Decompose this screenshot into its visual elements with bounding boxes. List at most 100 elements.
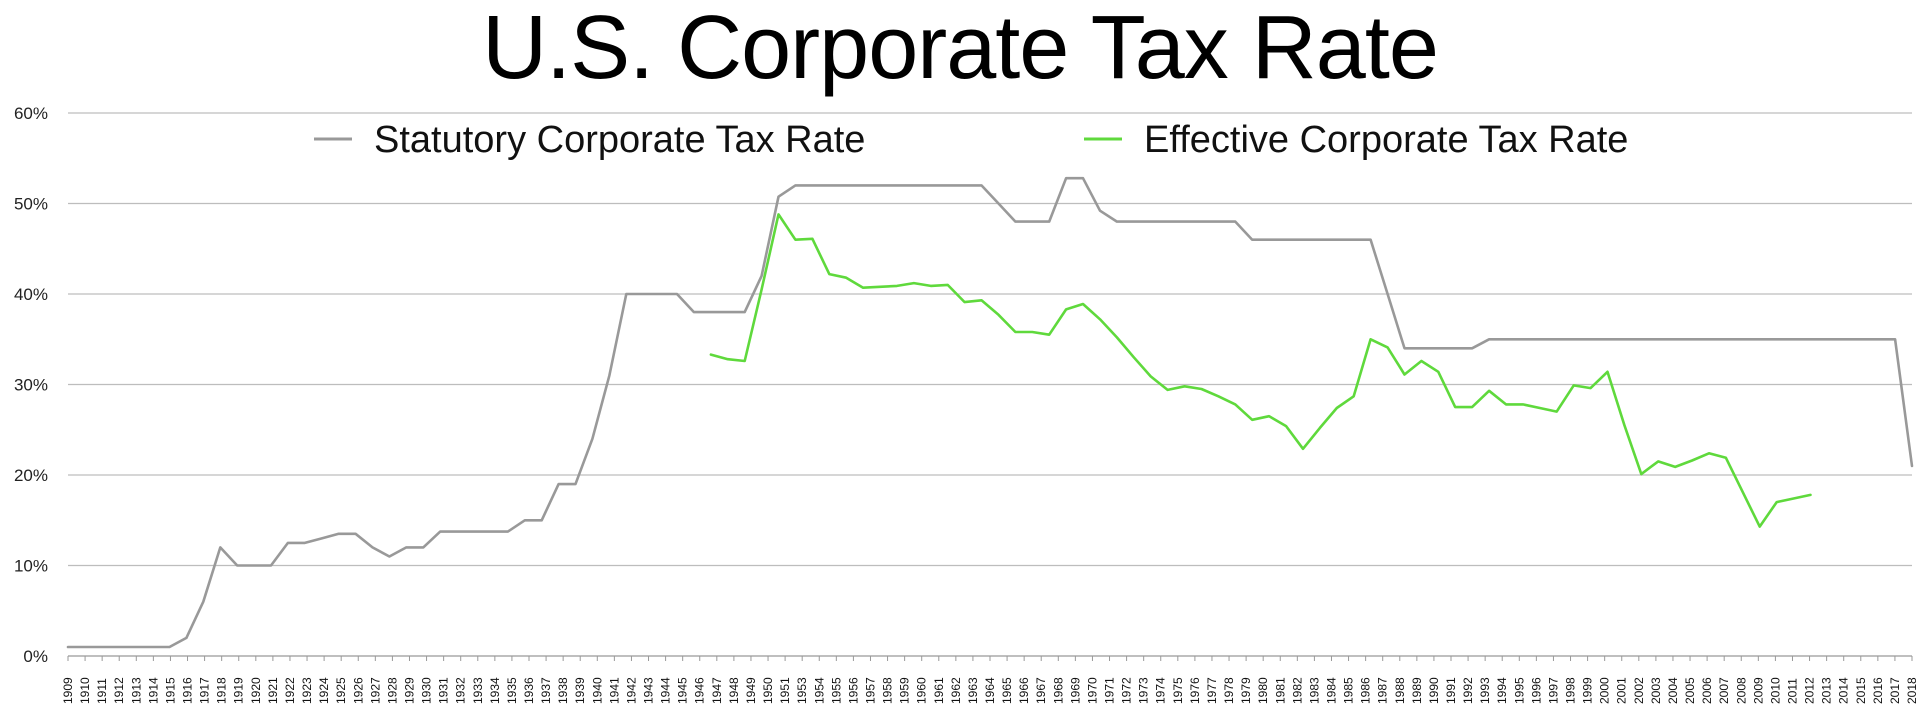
x-tick-label: 1910 bbox=[78, 677, 92, 704]
x-tick-label: 2014 bbox=[1837, 677, 1851, 704]
x-tick-label: 1981 bbox=[1273, 677, 1287, 704]
x-tick-label: 1968 bbox=[1051, 677, 1065, 704]
x-tick-label: 1983 bbox=[1307, 677, 1321, 704]
x-tick-label: 2016 bbox=[1871, 677, 1885, 704]
x-tick-label: 1985 bbox=[1342, 677, 1356, 704]
x-tick-label: 2008 bbox=[1734, 677, 1748, 704]
x-tick-label: 1990 bbox=[1427, 677, 1441, 704]
y-tick-label: 40% bbox=[14, 285, 48, 304]
x-tick-label: 1982 bbox=[1290, 677, 1304, 704]
x-tick-label: 1934 bbox=[488, 677, 502, 704]
x-tick-label: 1960 bbox=[915, 677, 929, 704]
chart-title: U.S. Corporate Tax Rate bbox=[482, 0, 1439, 98]
x-tick-label: 1946 bbox=[693, 677, 707, 704]
x-tick-label: 1971 bbox=[1103, 677, 1117, 704]
x-tick-label: 1948 bbox=[727, 677, 741, 704]
x-tick-label: 1984 bbox=[1324, 677, 1338, 704]
x-tick-label: 2003 bbox=[1649, 677, 1663, 704]
x-tick-label: 1993 bbox=[1478, 677, 1492, 704]
x-tick-label: 1995 bbox=[1512, 677, 1526, 704]
x-tick-label: 1931 bbox=[437, 677, 451, 704]
x-tick-label: 1986 bbox=[1359, 677, 1373, 704]
y-axis-ticks: 0% 10% 20% 30% 40% 50% 60% bbox=[14, 104, 48, 666]
x-tick-label: 1949 bbox=[744, 677, 758, 704]
x-tick-label: 1933 bbox=[471, 677, 485, 704]
x-tick-label: 1943 bbox=[642, 677, 656, 704]
x-tick-label: 1913 bbox=[129, 677, 143, 704]
x-tick-label: 1998 bbox=[1564, 677, 1578, 704]
x-tick-label: 1980 bbox=[1256, 677, 1270, 704]
x-tick-label: 2013 bbox=[1820, 677, 1834, 704]
x-tick-label: 1958 bbox=[881, 677, 895, 704]
x-tick-label: 1975 bbox=[1171, 677, 1185, 704]
x-tick-label: 1939 bbox=[573, 677, 587, 704]
x-tick-label: 2010 bbox=[1768, 677, 1782, 704]
x-tick-label: 1909 bbox=[61, 677, 75, 704]
x-tick-label: 1977 bbox=[1205, 677, 1219, 704]
x-tick-label: 1937 bbox=[539, 677, 553, 704]
y-tick-label: 50% bbox=[14, 195, 48, 214]
x-tick-label: 1996 bbox=[1529, 677, 1543, 704]
x-tick-label: 1912 bbox=[112, 677, 126, 704]
x-tick-label: 1957 bbox=[863, 677, 877, 704]
x-tick-label: 1970 bbox=[1085, 677, 1099, 704]
x-tick-label: 1966 bbox=[1017, 677, 1031, 704]
legend-label-effective: Effective Corporate Tax Rate bbox=[1144, 119, 1628, 161]
x-tick-label: 1962 bbox=[949, 677, 963, 704]
x-tick-label: 1921 bbox=[266, 677, 280, 704]
x-tick-label: 1920 bbox=[249, 677, 263, 704]
y-tick-label: 10% bbox=[14, 557, 48, 576]
x-tick-label: 1972 bbox=[1120, 677, 1134, 704]
x-tick-label: 1969 bbox=[1068, 677, 1082, 704]
x-tick-label: 1941 bbox=[607, 677, 621, 704]
x-tick-label: 1954 bbox=[812, 677, 826, 704]
x-tick-label: 1944 bbox=[659, 677, 673, 704]
x-tick-label: 1987 bbox=[1376, 677, 1390, 704]
x-tick-label: 1955 bbox=[829, 677, 843, 704]
series-lines bbox=[66, 176, 1914, 649]
x-tick-label: 1938 bbox=[556, 677, 570, 704]
x-tick-label: 1976 bbox=[1188, 677, 1202, 704]
x-tick-label: 1978 bbox=[1222, 677, 1236, 704]
x-tick-label: 1925 bbox=[334, 677, 348, 704]
x-tick-label: 1916 bbox=[181, 677, 195, 704]
statutory-rate-line bbox=[66, 176, 1914, 649]
x-tick-label: 1926 bbox=[351, 677, 365, 704]
x-tick-label: 2005 bbox=[1683, 677, 1697, 704]
x-tick-label: 1932 bbox=[454, 677, 468, 704]
x-tick-label: 1942 bbox=[624, 677, 638, 704]
x-tick-label: 1940 bbox=[590, 677, 604, 704]
legend: Statutory Corporate Tax Rate Effective Co… bbox=[314, 119, 1628, 161]
x-tick-label: 2012 bbox=[1803, 677, 1817, 704]
x-tick-label: 1989 bbox=[1410, 677, 1424, 704]
x-tick-label: 1929 bbox=[402, 677, 416, 704]
x-tick-label: 1964 bbox=[983, 677, 997, 704]
x-tick-label: 1947 bbox=[710, 677, 724, 704]
x-tick-label: 2007 bbox=[1717, 677, 1731, 704]
x-tick-label: 1928 bbox=[385, 677, 399, 704]
x-axis-ticks: 1909 1910 1911 1912 1913 1914 1915 1916 1917 1918… bbox=[61, 656, 1919, 704]
x-tick-label: 1950 bbox=[761, 677, 775, 704]
x-tick-label: 1979 bbox=[1239, 677, 1253, 704]
x-tick-label: 2017 bbox=[1888, 677, 1902, 704]
x-tick-label: 1935 bbox=[505, 677, 519, 704]
x-tick-label: 1961 bbox=[932, 677, 946, 704]
x-tick-label: 1956 bbox=[846, 677, 860, 704]
x-tick-label: 1965 bbox=[1000, 677, 1014, 704]
x-tick-label: 1927 bbox=[368, 677, 382, 704]
x-tick-label: 2004 bbox=[1666, 677, 1680, 704]
effective-rate-line bbox=[709, 213, 1812, 528]
x-tick-label: 1988 bbox=[1393, 677, 1407, 704]
y-tick-label: 60% bbox=[14, 104, 48, 123]
x-tick-label: 1945 bbox=[676, 677, 690, 704]
x-tick-label: 1994 bbox=[1495, 677, 1509, 704]
legend-label-statutory: Statutory Corporate Tax Rate bbox=[374, 119, 865, 161]
x-tick-label: 2011 bbox=[1785, 678, 1799, 704]
x-tick-label: 1917 bbox=[198, 677, 212, 704]
x-tick-label: 1924 bbox=[317, 677, 331, 704]
x-tick-label: 2002 bbox=[1632, 677, 1646, 704]
x-tick-label: 1922 bbox=[283, 677, 297, 704]
x-tick-label: 1974 bbox=[1154, 677, 1168, 704]
x-tick-label: 2015 bbox=[1854, 677, 1868, 704]
